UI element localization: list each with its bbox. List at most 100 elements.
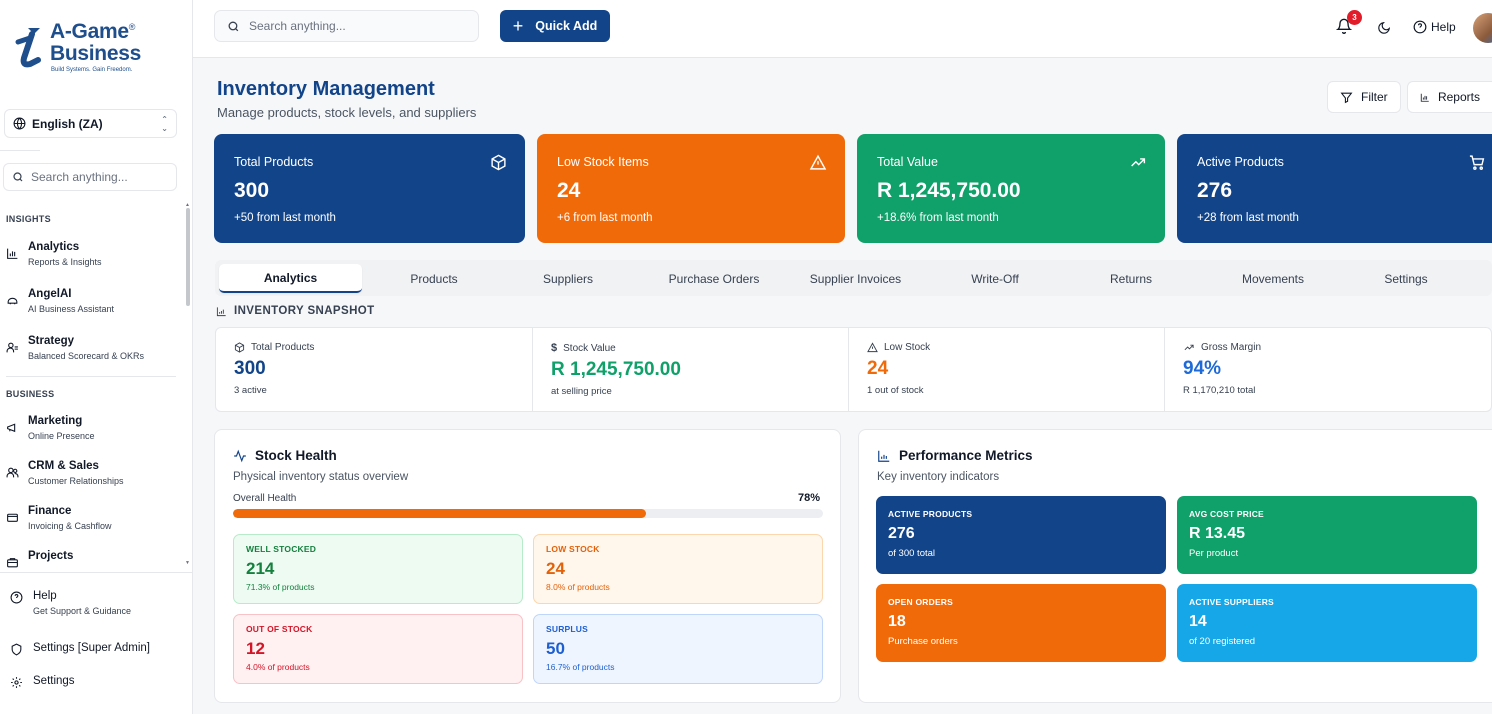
filter-button[interactable]: Filter — [1327, 81, 1401, 113]
page-subtitle: Manage products, stock levels, and suppl… — [217, 105, 477, 120]
overall-health-percent: 78% — [797, 492, 820, 504]
card-value: 214 — [246, 559, 275, 578]
section-label-insights: INSIGHTS — [6, 214, 51, 224]
reports-button[interactable]: Reports — [1407, 81, 1492, 113]
search-icon — [13, 172, 23, 182]
stat-card-total-products[interactable]: Total Products 300 +50 from last month — [214, 134, 525, 243]
sidebar-item-strategy[interactable]: Strategy Balanced Scorecard & OKRs — [6, 333, 176, 369]
bot-icon — [7, 297, 18, 305]
global-search-input[interactable]: Search anything... — [214, 10, 479, 42]
quick-add-button[interactable]: + Quick Add — [500, 10, 610, 42]
avatar[interactable] — [1473, 13, 1492, 43]
scroll-down-icon[interactable]: ▼ — [185, 560, 190, 566]
card-label: LOW STOCK — [546, 544, 600, 554]
sidebar-item-analytics[interactable]: Analytics Reports & Insights — [6, 239, 176, 275]
moon-icon[interactable] — [1377, 21, 1391, 35]
sidebar-scrollbar[interactable] — [186, 208, 190, 306]
bell-icon[interactable] — [1336, 18, 1352, 34]
stat-card-low-stock[interactable]: Low Stock Items 24 +6 from last month — [537, 134, 845, 243]
language-select[interactable]: English (ZA) ⌃ ⌄ — [4, 109, 177, 138]
sidebar-search-input[interactable]: Search anything... — [3, 163, 177, 191]
card-sub: 8.0% of products — [546, 582, 610, 592]
snapshot-value: 24 — [867, 358, 889, 379]
stat-note: +6 from last month — [557, 212, 653, 224]
stat-value: R 1,245,750.00 — [877, 179, 1021, 202]
sidebar-item-crm-sales[interactable]: CRM & Sales Customer Relationships — [6, 458, 176, 494]
nav-subtitle: Customer Relationships — [28, 476, 124, 486]
snapshot-total-products: Total Products 300 3 active — [216, 328, 532, 411]
stat-value: 24 — [557, 179, 581, 202]
tab-suppliers[interactable]: Suppliers — [542, 271, 594, 286]
sidebar-item-angelai[interactable]: AngelAI AI Business Assistant — [6, 286, 176, 322]
metric-label: AVG COST PRICE — [1189, 509, 1264, 519]
search-icon — [228, 21, 239, 31]
dollar-icon: $ — [551, 342, 558, 354]
stat-card-total-value[interactable]: Total Value R 1,245,750.00 +18.6% from l… — [857, 134, 1165, 243]
top-header: Search anything... + Quick Add 3 Help — [193, 0, 1492, 58]
shield-icon — [11, 643, 22, 656]
scroll-up-icon[interactable]: ▲ — [185, 202, 190, 208]
tab-analytics[interactable]: Analytics — [219, 264, 362, 293]
sidebar-search-placeholder: Search anything... — [31, 170, 128, 184]
snapshot-value: 300 — [234, 358, 266, 379]
people-icon — [6, 467, 19, 478]
card-value: 50 — [546, 639, 565, 658]
card-label: WELL STOCKED — [246, 544, 317, 554]
stock-health-title: Stock Health — [233, 448, 337, 463]
metric-value: 14 — [1189, 613, 1207, 630]
tab-settings[interactable]: Settings — [1384, 271, 1428, 286]
snapshot-label: Total Products — [251, 342, 315, 353]
reports-label: Reports — [1437, 90, 1480, 104]
surplus-card: SURPLUS 50 16.7% of products — [533, 614, 823, 684]
notification-badge: 3 — [1347, 10, 1362, 25]
performance-subtitle: Key inventory indicators — [877, 471, 1000, 483]
sidebar-item-projects[interactable]: Projects — [6, 548, 176, 570]
out-of-stock-card: OUT OF STOCK 12 4.0% of products — [233, 614, 523, 684]
help-circle-icon — [10, 591, 23, 604]
page-title: Inventory Management — [217, 78, 435, 100]
settings-label: Settings — [33, 675, 75, 687]
stock-health-panel: Stock Health Physical inventory status o… — [214, 429, 841, 703]
card-label: OUT OF STOCK — [246, 624, 313, 634]
stock-health-subtitle: Physical inventory status overview — [233, 471, 409, 483]
snapshot-sub: at selling price — [551, 386, 612, 397]
language-value: English (ZA) — [32, 116, 103, 131]
help-subtitle: Get Support & Guidance — [33, 606, 132, 616]
tab-write-off[interactable]: Write-Off — [971, 271, 1019, 286]
bar-chart-icon — [878, 450, 890, 462]
logo-mark-icon — [15, 28, 41, 68]
tab-purchase-orders[interactable]: Purchase Orders — [668, 271, 760, 286]
snapshot-sub: 3 active — [234, 385, 267, 396]
metric-value: R 13.45 — [1189, 525, 1246, 542]
help-title: Help — [33, 590, 57, 602]
inventory-snapshot-heading: INVENTORY SNAPSHOT — [216, 305, 375, 317]
sidebar-item-finance[interactable]: Finance Invoicing & Cashflow — [6, 503, 176, 539]
sidebar-item-marketing[interactable]: Marketing Online Presence — [6, 413, 176, 449]
nav-title: Projects — [28, 550, 74, 562]
wallet-icon — [7, 513, 18, 522]
activity-icon — [234, 449, 246, 462]
nav-subtitle: Reports & Insights — [28, 257, 102, 267]
trending-up-icon — [1131, 158, 1146, 167]
stat-note: +28 from last month — [1197, 212, 1299, 224]
stat-label: Low Stock Items — [557, 155, 649, 169]
tab-supplier-invoices[interactable]: Supplier Invoices — [809, 271, 902, 286]
tab-products[interactable]: Products — [410, 271, 458, 286]
metric-label: OPEN ORDERS — [888, 597, 954, 607]
metric-sub: of 300 total — [888, 548, 936, 559]
metric-open-orders: OPEN ORDERS 18 Purchase orders — [876, 584, 1166, 662]
card-value: 12 — [246, 639, 265, 658]
help-button[interactable]: Help — [1413, 20, 1456, 34]
sidebar: A-Game® Business Build Systems. Gain Fre… — [0, 0, 193, 714]
brand-logo[interactable]: A-Game® Business Build Systems. Gain Fre… — [14, 20, 164, 76]
stat-card-active-products[interactable]: Active Products 276 +28 from last month — [1177, 134, 1492, 243]
warning-icon — [867, 342, 878, 353]
metric-sub: Purchase orders — [888, 636, 958, 647]
divider — [0, 572, 193, 573]
help-circle-icon — [1413, 20, 1427, 34]
tab-movements[interactable]: Movements — [1241, 271, 1305, 286]
filter-label: Filter — [1361, 90, 1388, 104]
global-search-placeholder: Search anything... — [249, 19, 346, 33]
metric-value: 18 — [888, 613, 906, 630]
tab-returns[interactable]: Returns — [1109, 271, 1153, 286]
